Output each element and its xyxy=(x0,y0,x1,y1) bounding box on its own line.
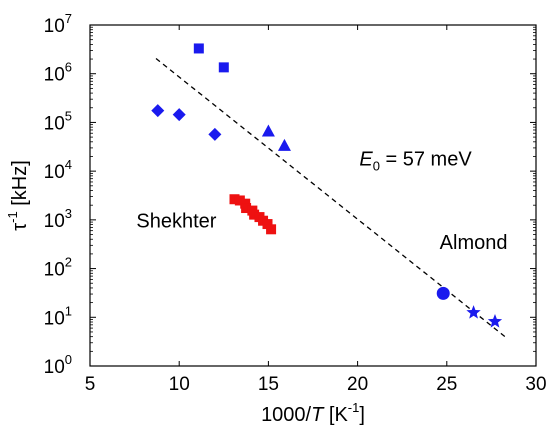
square-marker xyxy=(218,62,229,73)
y-tick-base: 10 xyxy=(44,260,65,281)
circle-marker xyxy=(436,286,450,300)
y-axis-label: τ-1 [kHz] xyxy=(5,160,31,231)
x-tick-label: 20 xyxy=(347,374,368,395)
x-label-unit-open: [K xyxy=(323,404,348,426)
triangle-marker xyxy=(277,138,291,151)
x-tick-label: 15 xyxy=(258,374,279,395)
fit-line xyxy=(155,58,507,338)
y-tick-base: 10 xyxy=(44,162,65,183)
y-tick-exponent: 2 xyxy=(65,255,72,270)
y-label-unit: [kHz] xyxy=(9,160,31,211)
y-tick-base: 10 xyxy=(44,308,65,329)
triangle-marker xyxy=(261,124,275,137)
annotation-1: Almond xyxy=(440,232,508,254)
star-marker xyxy=(466,305,481,319)
star-marker xyxy=(487,314,503,328)
annotation-text: = 57 meV xyxy=(380,149,472,171)
y-tick-exponent: 5 xyxy=(65,108,72,123)
diamond-marker xyxy=(208,127,222,141)
square-marker xyxy=(249,209,260,220)
chart-labels: 5 10 15 20 25 301001011021031041051061071000/… xyxy=(5,11,547,426)
square-marker xyxy=(229,194,240,205)
x-tick-label: 5 xyxy=(85,374,96,395)
annotation-variable: E xyxy=(359,149,373,171)
y-tick-base: 10 xyxy=(44,357,65,378)
axis-ticks xyxy=(89,24,537,367)
y-tick-base: 10 xyxy=(44,16,65,37)
y-tick-exponent: 0 xyxy=(65,352,72,367)
y-tick-label: 103 xyxy=(44,206,72,232)
x-label-unit-close: ] xyxy=(359,404,365,426)
y-tick-exponent: 1 xyxy=(65,303,72,318)
annotation-2: E0 = 57 meV xyxy=(359,149,472,174)
diamond-marker xyxy=(151,104,165,118)
x-label-variable: T xyxy=(311,404,325,426)
y-tick-base: 10 xyxy=(44,113,65,134)
y-label-base: τ xyxy=(9,223,31,231)
square-marker xyxy=(241,203,252,214)
y-label-sup: -1 xyxy=(5,211,20,223)
x-tick-label: 25 xyxy=(436,374,457,395)
y-tick-label: 101 xyxy=(44,303,72,329)
x-axis-label: 1000/T [K-1] xyxy=(261,400,365,426)
y-tick-exponent: 4 xyxy=(65,157,72,172)
y-tick-base: 10 xyxy=(44,211,65,232)
square-marker xyxy=(193,43,204,54)
y-tick-label: 102 xyxy=(44,255,72,281)
y-tick-exponent: 6 xyxy=(65,60,72,75)
x-label-prefix: 1000/ xyxy=(261,404,311,426)
data-points xyxy=(151,43,503,328)
annotation-0: Shekhter xyxy=(136,210,216,232)
x-tick-label: 10 xyxy=(169,374,190,395)
square-marker xyxy=(262,219,273,230)
y-tick-label: 106 xyxy=(44,60,72,86)
y-tick-label: 105 xyxy=(44,108,72,134)
x-label-unit-sup: -1 xyxy=(348,400,360,415)
annotation-subscript: 0 xyxy=(373,159,380,174)
diamond-marker xyxy=(172,108,186,122)
y-tick-label: 100 xyxy=(44,352,72,378)
y-tick-base: 10 xyxy=(44,65,65,86)
x-tick-label: 30 xyxy=(525,374,546,395)
square-marker xyxy=(234,195,245,206)
y-tick-exponent: 3 xyxy=(65,206,72,221)
y-tick-exponent: 7 xyxy=(65,11,72,26)
fit-line-group xyxy=(155,58,507,338)
square-marker xyxy=(266,224,277,235)
plot-frame xyxy=(89,24,537,367)
y-tick-label: 104 xyxy=(44,157,72,183)
y-tick-label: 107 xyxy=(44,11,72,37)
